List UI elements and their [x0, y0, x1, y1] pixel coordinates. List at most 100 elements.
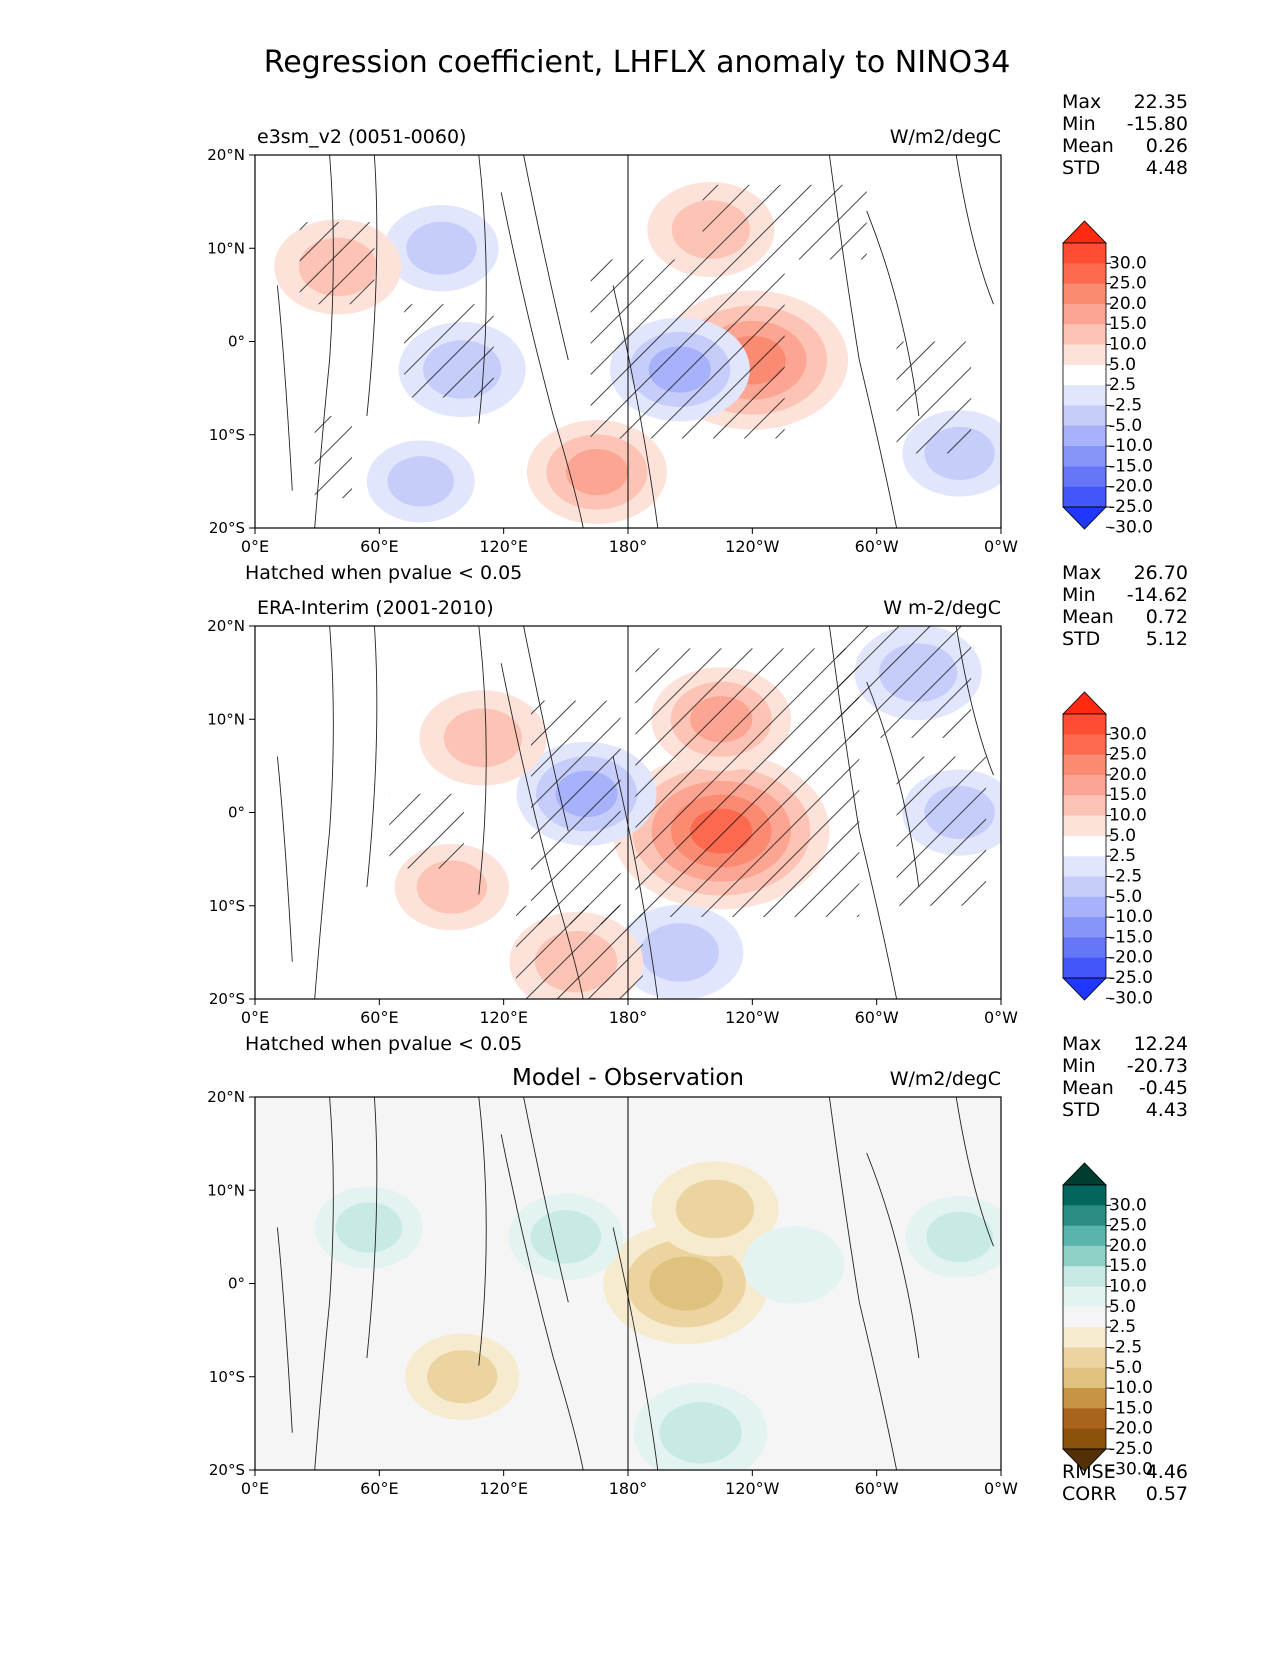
colorbar-bin — [1063, 896, 1106, 918]
stat-value: -0.45 — [1139, 1077, 1188, 1099]
y-tick-label: 10°S — [209, 426, 245, 444]
colorbar-tick-label: -30.0 — [1109, 517, 1153, 537]
colorbar-bin — [1063, 815, 1106, 837]
colorbar-tick-label: -2.5 — [1109, 866, 1142, 886]
colorbar-tick-label: -25.0 — [1109, 968, 1153, 988]
colorbar-tick-label: 10.0 — [1109, 1277, 1147, 1297]
x-tick-label: 0°W — [984, 537, 1018, 556]
x-tick-label: 180° — [609, 537, 648, 556]
x-tick-label: 0°E — [241, 537, 269, 556]
anomaly-blob — [565, 448, 629, 496]
anomaly-blob — [649, 1256, 723, 1311]
coastlines — [276, 626, 994, 999]
panel-units: W/m2/degC — [890, 126, 1001, 148]
panel-1: 0°E 60°E 120°E 180° 120°W 60°W 0°W 20°N 10°N 0° 10… — [207, 91, 1188, 584]
colorbar-bin — [1063, 1347, 1106, 1369]
stat-value: -14.62 — [1127, 584, 1188, 606]
anomaly-blob — [926, 1211, 993, 1263]
colorbar-bin — [1063, 1428, 1106, 1450]
y-tick-label: 10°N — [207, 710, 245, 728]
colorbar-extend-min — [1062, 506, 1107, 530]
colorbar-tick-label: 25.0 — [1109, 745, 1147, 765]
anomaly-blob — [675, 1179, 755, 1239]
colorbar-tick-label: -15.0 — [1109, 456, 1153, 476]
colorbar-bin — [1063, 324, 1106, 346]
colorbar-extend-max — [1062, 220, 1107, 244]
stat-value: 0.57 — [1146, 1483, 1188, 1505]
colorbar-bin — [1063, 876, 1106, 898]
panel-2: 0°E 60°E 120°E 180° 120°W 60°W 0°W 20°N 10°N 0° 10… — [207, 562, 1188, 1055]
colorbar-tick-label: -10.0 — [1109, 436, 1153, 456]
colorbar-tick-label: -15.0 — [1109, 927, 1153, 947]
colorbar: 30.025.020.015.010.05.02.5-2.5-5.0-10.0-… — [1062, 1162, 1153, 1479]
colorbar: 30.025.020.015.010.05.02.5-2.5-5.0-10.0-… — [1062, 220, 1153, 537]
colorbar-tick-label: 15.0 — [1109, 785, 1147, 805]
colorbar-bin — [1063, 263, 1106, 285]
x-tick-label: 120°E — [479, 1479, 528, 1498]
stat-value: 5.12 — [1146, 628, 1188, 650]
stat-value: 0.26 — [1146, 135, 1188, 157]
significance-hatch — [404, 304, 494, 398]
colorbar-bin — [1063, 1327, 1106, 1348]
colorbar-bin — [1063, 283, 1106, 305]
colorbar-bin — [1063, 856, 1106, 877]
significance-hatch — [299, 222, 375, 305]
colorbar-tick-label: 2.5 — [1109, 375, 1136, 395]
panel-title: Model - Observation — [512, 1065, 744, 1091]
x-tick-label: 60°W — [855, 537, 899, 556]
colorbar-tick-label: -20.0 — [1109, 948, 1153, 968]
x-tick-label: 120°E — [479, 1008, 528, 1027]
colorbar-bin — [1063, 385, 1106, 406]
stats-block: Max 26.70 Min -14.62 Mean 0.72 STD 5.12 — [1062, 562, 1188, 650]
significance-hatch — [896, 756, 987, 906]
significance-hatch — [635, 648, 860, 917]
significance-hatch — [389, 793, 464, 869]
stat-value: 26.70 — [1134, 562, 1188, 584]
colorbar-bin — [1063, 1225, 1106, 1247]
stat-label: Mean — [1062, 135, 1114, 157]
colorbar-bin — [1063, 1266, 1106, 1288]
stat-label: Mean — [1062, 606, 1114, 628]
y-tick-label: 0° — [228, 1275, 245, 1293]
colorbar-tick-label: 5.0 — [1109, 355, 1136, 375]
colorbar-tick-label: 2.5 — [1109, 1317, 1136, 1337]
y-tick-label: 20°N — [207, 1088, 245, 1106]
colorbar-tick-label: -20.0 — [1109, 1419, 1153, 1439]
figure-title: Regression coefficient, LHFLX anomaly to… — [264, 45, 1011, 80]
x-tick-label: 180° — [609, 1008, 648, 1027]
anomaly-blob — [387, 456, 455, 507]
colorbar-extend-max — [1062, 691, 1107, 715]
stat-value: 4.48 — [1146, 157, 1188, 179]
colorbar-tick-label: 25.0 — [1109, 274, 1147, 294]
colorbar-tick-label: -25.0 — [1109, 497, 1153, 517]
colorbar-bin — [1063, 835, 1106, 857]
colorbar-bin — [1063, 466, 1106, 488]
x-tick-label: 60°E — [360, 1008, 398, 1027]
y-tick-label: 20°S — [209, 519, 245, 537]
colorbar-tick-label: 10.0 — [1109, 806, 1147, 826]
stat-label: RMSE — [1062, 1461, 1116, 1483]
anomaly-blob — [443, 708, 523, 768]
x-tick-label: 180° — [609, 1479, 648, 1498]
stat-label: Min — [1062, 113, 1096, 135]
y-tick-label: 10°N — [207, 1181, 245, 1199]
stat-label: Max — [1062, 1033, 1101, 1055]
colorbar-tick-label: 5.0 — [1109, 1297, 1136, 1317]
significance-hatch — [702, 184, 867, 260]
stat-value: 4.46 — [1146, 1461, 1188, 1483]
colorbar-bin — [1063, 734, 1106, 756]
colorbar-tick-label: 5.0 — [1109, 826, 1136, 846]
y-tick-label: 10°S — [209, 1368, 245, 1386]
stats-block: Max 22.35 Min -15.80 Mean 0.26 STD 4.48 — [1062, 91, 1188, 179]
colorbar-tick-label: 30.0 — [1109, 1195, 1147, 1215]
colorbar-bin — [1063, 1185, 1106, 1206]
colorbar-bin — [1063, 774, 1106, 796]
significance-hatch — [836, 626, 972, 738]
stat-value: 4.43 — [1146, 1099, 1188, 1121]
anomaly-blob — [640, 923, 719, 982]
colorbar-tick-label: 20.0 — [1109, 1236, 1147, 1256]
x-tick-label: 120°W — [725, 1479, 780, 1498]
stat-value: 12.24 — [1134, 1033, 1188, 1055]
anomaly-blob — [406, 221, 477, 275]
anomaly-blob — [427, 1350, 498, 1404]
